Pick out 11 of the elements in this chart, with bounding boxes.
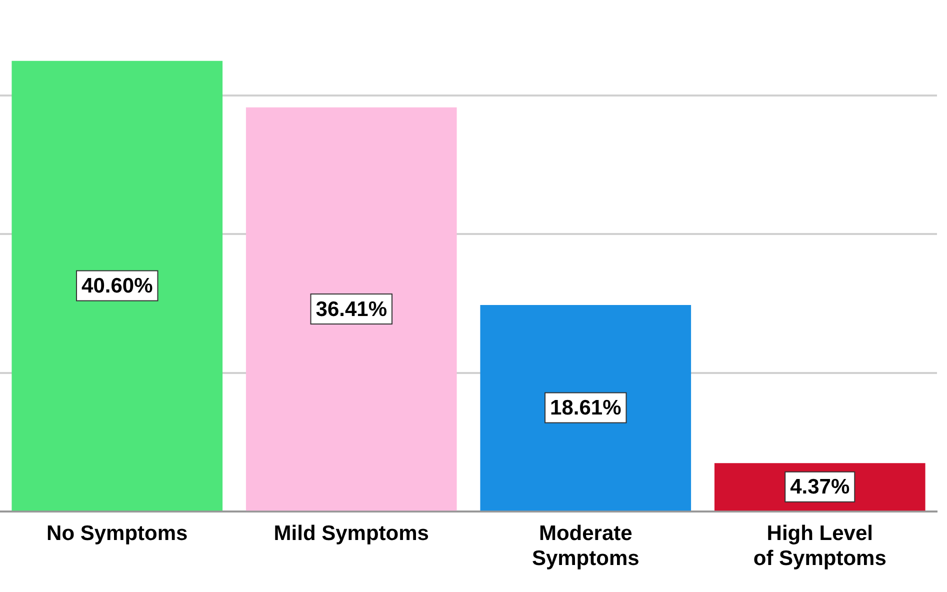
data-label: 18.61%: [550, 396, 622, 420]
data-label: 40.60%: [82, 274, 154, 298]
x-tick-label: High Level of Symptoms: [753, 522, 886, 570]
x-tick-label: Mild Symptoms: [274, 522, 429, 545]
bar: [246, 107, 457, 511]
x-tick-label: Moderate Symptoms: [532, 522, 640, 570]
data-label: 36.41%: [316, 298, 388, 321]
bar: [12, 60, 223, 511]
data-label: 4.37%: [790, 476, 850, 499]
bar: [480, 304, 692, 511]
x-tick-label: No Symptoms: [46, 522, 188, 545]
